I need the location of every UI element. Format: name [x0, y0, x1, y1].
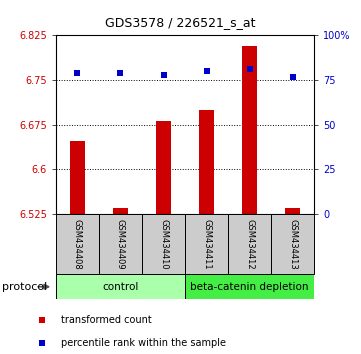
Text: GSM434412: GSM434412 — [245, 219, 254, 270]
Point — [161, 72, 166, 78]
Bar — [99, 214, 142, 274]
Text: percentile rank within the sample: percentile rank within the sample — [61, 338, 226, 348]
Point — [247, 67, 252, 72]
Bar — [156, 121, 171, 214]
Bar — [56, 214, 99, 274]
Text: GSM434409: GSM434409 — [116, 219, 125, 270]
Text: GSM434411: GSM434411 — [202, 219, 211, 270]
Bar — [56, 274, 185, 299]
Bar — [199, 110, 214, 214]
Point — [300, 15, 306, 20]
Bar — [271, 214, 314, 274]
Bar — [185, 214, 228, 274]
Text: control: control — [102, 282, 139, 292]
Bar — [113, 208, 128, 214]
Bar — [142, 214, 185, 274]
Text: GSM434410: GSM434410 — [159, 219, 168, 270]
Point — [75, 70, 81, 76]
Point — [118, 70, 123, 76]
Bar — [70, 141, 85, 214]
Text: protocol: protocol — [2, 282, 47, 292]
Text: GDS3578 / 226521_s_at: GDS3578 / 226521_s_at — [105, 16, 256, 29]
Point — [290, 74, 295, 79]
Bar — [228, 214, 271, 274]
Text: beta-catenin depletion: beta-catenin depletion — [190, 282, 309, 292]
Bar — [285, 208, 300, 214]
Text: GSM434408: GSM434408 — [73, 219, 82, 270]
Text: GSM434413: GSM434413 — [288, 219, 297, 270]
Text: transformed count: transformed count — [61, 315, 151, 325]
Bar — [242, 46, 257, 214]
Point — [300, 232, 306, 238]
Point — [204, 68, 209, 74]
Bar — [185, 274, 314, 299]
